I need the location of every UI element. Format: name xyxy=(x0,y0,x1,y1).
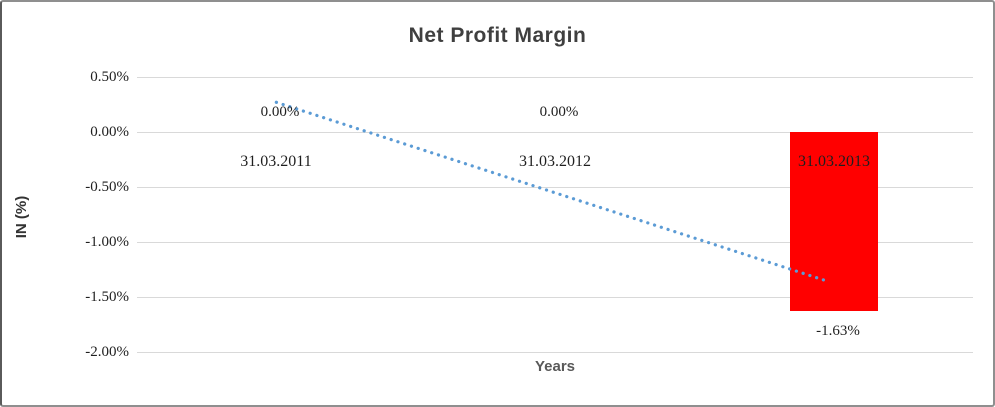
y-tick-label: -0.50% xyxy=(85,179,129,195)
x-category-label: 31.03.2012 xyxy=(519,153,591,170)
x-axis-title: Years xyxy=(534,358,576,375)
gridline xyxy=(137,352,973,353)
data-label: -1.63% xyxy=(816,323,860,339)
data-label: 0.00% xyxy=(539,104,579,120)
y-tick-label: -1.50% xyxy=(85,289,129,305)
y-tick-label: -2.00% xyxy=(85,344,129,360)
data-label: 0.00% xyxy=(260,104,300,120)
gridline xyxy=(137,77,973,78)
y-tick-label: 0.00% xyxy=(90,124,129,140)
y-tick-label: 0.50% xyxy=(90,69,129,85)
x-category-label: 31.03.2011 xyxy=(240,153,312,170)
chart-title: Net Profit Margin xyxy=(408,24,587,47)
y-tick-label: -1.00% xyxy=(85,234,129,250)
gridline xyxy=(137,297,973,298)
x-category-label: 31.03.2013 xyxy=(798,153,870,170)
